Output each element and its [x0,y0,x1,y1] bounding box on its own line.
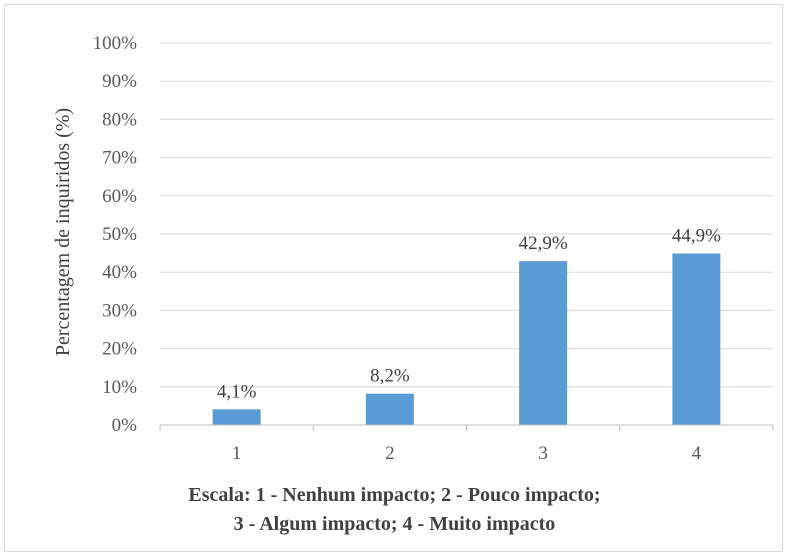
data-label: 44,9% [672,225,721,246]
x-tick-label: 2 [385,443,395,464]
data-labels: 4,1% 8,2% 42,9% 44,9% [217,225,721,402]
y-tick-label: 50% [102,224,137,245]
data-label: 4,1% [217,381,257,402]
y-axis-title: Percentagem de inquiridos (%) [52,108,74,356]
y-tick-label: 80% [102,109,137,130]
data-label: 42,9% [519,233,568,254]
chart-frame [4,4,783,552]
y-tick-label: 40% [102,262,137,283]
bar [519,261,568,425]
y-tick-label: 70% [102,148,137,169]
x-tick-label: 3 [538,443,548,464]
y-tick-label: 20% [102,339,137,360]
bars [212,253,721,425]
y-tick-label: 90% [102,71,137,92]
y-tick-label: 0% [112,415,138,436]
bar [672,253,721,425]
bar [212,409,261,425]
x-tick-label: 4 [692,443,702,464]
y-tick-label: 30% [102,300,137,321]
y-tick-label: 10% [102,377,137,398]
gridlines [160,42,773,388]
data-label: 8,2% [370,366,410,387]
bar [365,393,414,425]
axes: 0% 10% 20% 30% 40% 50% 60% 70% 80% 90% 100% 1 2 3 4 [93,33,774,464]
x-axis-caption-line-2: 3 - Algum impacto; 4 - Muito impacto [233,513,556,535]
x-axis-caption-line-1: Escala: 1 - Nenhum impacto; 2 - Pouco im… [188,484,601,506]
x-tick-label: 1 [232,443,242,464]
y-tick-label: 60% [102,186,137,207]
y-tick-label: 100% [93,33,138,54]
